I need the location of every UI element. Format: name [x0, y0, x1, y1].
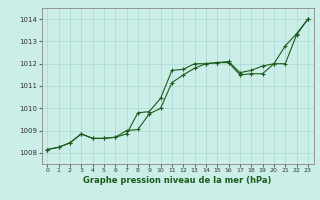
X-axis label: Graphe pression niveau de la mer (hPa): Graphe pression niveau de la mer (hPa)	[84, 176, 272, 185]
